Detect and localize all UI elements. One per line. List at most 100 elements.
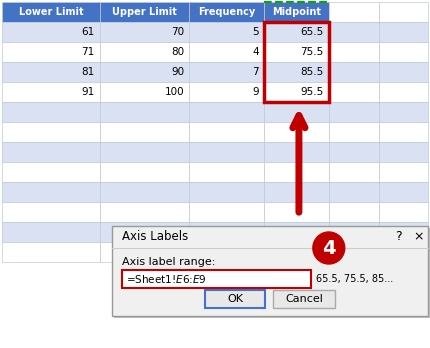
Bar [112, 226, 428, 316]
Bar [2, 222, 100, 242]
Bar [329, 82, 379, 102]
Text: 85.5: 85.5 [301, 67, 324, 77]
Text: 4: 4 [322, 238, 336, 258]
Bar [100, 82, 189, 102]
Bar [379, 42, 428, 62]
Text: 80: 80 [171, 47, 184, 57]
Bar [100, 222, 189, 242]
Bar [264, 42, 329, 62]
Text: 75.5: 75.5 [301, 47, 324, 57]
Bar [189, 102, 264, 122]
Bar [379, 162, 428, 182]
Bar [189, 182, 264, 202]
Bar [379, 222, 428, 242]
Bar [379, 22, 428, 42]
Bar [2, 122, 100, 142]
Bar [264, 22, 329, 102]
Bar [189, 42, 264, 62]
Bar [2, 42, 100, 62]
Bar [100, 162, 189, 182]
Text: 65.5: 65.5 [301, 27, 324, 37]
Bar [2, 2, 100, 22]
Bar [329, 122, 379, 142]
Bar [100, 62, 189, 82]
Bar [189, 22, 264, 42]
Bar [264, 182, 329, 202]
Bar [329, 2, 379, 22]
Bar [2, 182, 100, 202]
Text: 91: 91 [81, 87, 95, 97]
Text: Axis label range:: Axis label range: [122, 257, 215, 267]
Text: ×: × [413, 230, 424, 244]
Bar [264, 142, 329, 162]
Bar [189, 202, 264, 222]
Bar [189, 122, 264, 142]
Bar [2, 242, 100, 262]
Bar [2, 102, 100, 122]
Bar [189, 62, 264, 82]
Bar [2, 62, 100, 82]
Bar [264, 2, 329, 22]
Bar [189, 2, 264, 22]
Bar [264, 62, 329, 82]
Text: Lower Limit: Lower Limit [18, 7, 83, 17]
Text: 81: 81 [81, 67, 95, 77]
Bar [329, 242, 379, 262]
Bar [329, 202, 379, 222]
Bar [2, 202, 100, 222]
Text: Midpoint: Midpoint [272, 7, 321, 17]
Text: 70: 70 [171, 27, 184, 37]
Bar [205, 290, 265, 308]
Text: Cancel: Cancel [285, 294, 323, 304]
Text: =Sheet1!$E$6:$E$9: =Sheet1!$E$6:$E$9 [126, 273, 206, 285]
Text: 7: 7 [252, 67, 259, 77]
Text: OK: OK [227, 294, 243, 304]
Bar [264, 242, 329, 262]
Bar [189, 222, 264, 242]
Text: Upper Limit: Upper Limit [112, 7, 177, 17]
Bar [100, 2, 189, 22]
Bar [329, 42, 379, 62]
Bar [2, 162, 100, 182]
Text: Frequency: Frequency [198, 7, 255, 17]
Bar [379, 82, 428, 102]
Bar [2, 22, 100, 42]
Bar [329, 222, 379, 242]
Text: 71: 71 [81, 47, 95, 57]
Bar [379, 182, 428, 202]
Text: 65.5, 75.5, 85...: 65.5, 75.5, 85... [316, 274, 393, 284]
Bar [100, 142, 189, 162]
Bar [329, 102, 379, 122]
Bar [100, 22, 189, 42]
Bar [189, 142, 264, 162]
Bar [189, 82, 264, 102]
Bar [379, 102, 428, 122]
Bar [329, 22, 379, 42]
Text: ?: ? [395, 230, 402, 244]
Bar [100, 122, 189, 142]
Bar [100, 202, 189, 222]
Text: 5: 5 [252, 27, 259, 37]
Text: 61: 61 [81, 27, 95, 37]
Text: 90: 90 [171, 67, 184, 77]
Bar [264, 222, 329, 242]
Circle shape [313, 232, 345, 264]
Bar [2, 82, 100, 102]
Bar [100, 182, 189, 202]
Text: 95.5: 95.5 [301, 87, 324, 97]
Bar [189, 242, 264, 262]
Bar [379, 202, 428, 222]
Bar [122, 270, 311, 288]
Bar [379, 122, 428, 142]
Bar [264, 102, 329, 122]
Bar [264, 22, 329, 42]
Bar [379, 2, 428, 22]
Bar [264, 162, 329, 182]
Bar [264, 122, 329, 142]
Bar [379, 242, 428, 262]
Bar [100, 242, 189, 262]
Bar [329, 182, 379, 202]
Text: 4: 4 [252, 47, 259, 57]
Bar [264, 82, 329, 102]
Bar [379, 142, 428, 162]
